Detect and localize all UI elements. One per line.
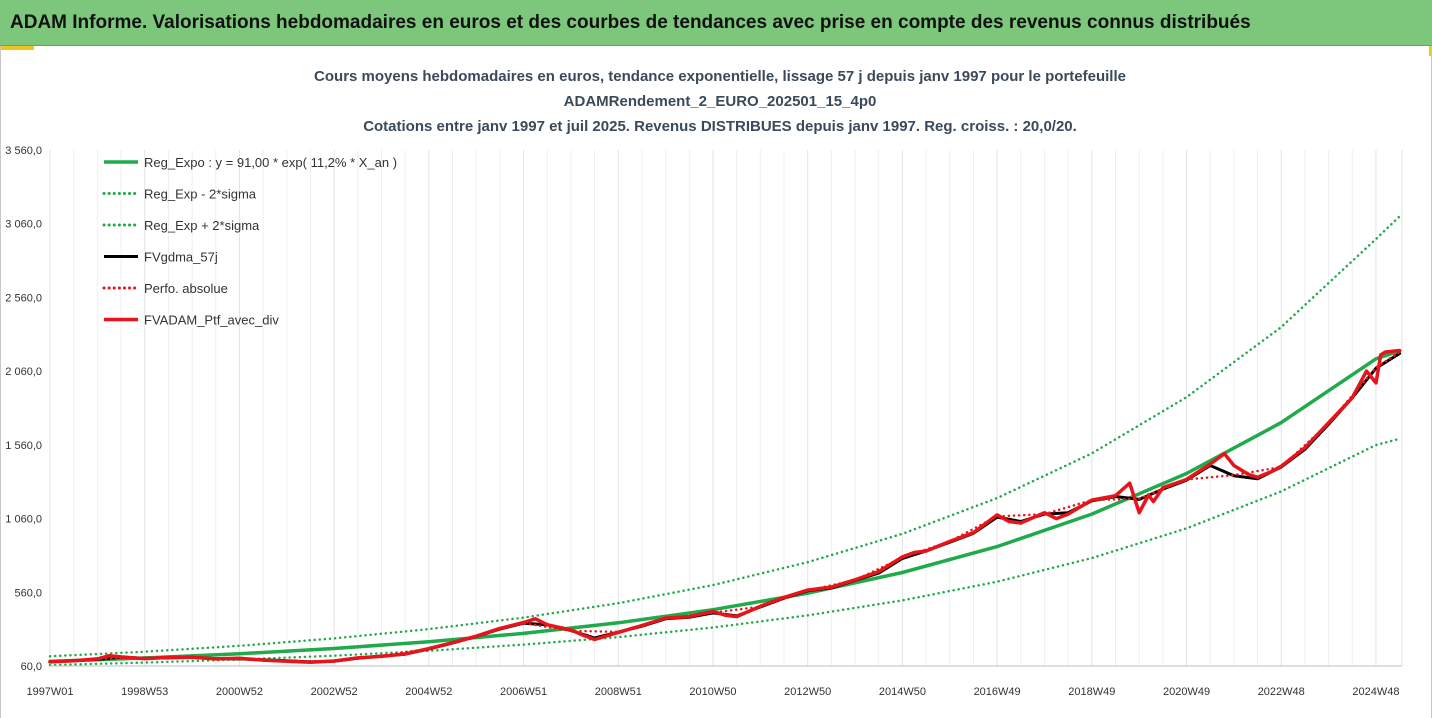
y-axis-ticks: 60,0 560,0 1 060,0 1 560,0 2 060,0 2 560,0 3 0…: [5, 145, 42, 673]
x-tick-label: 2020W49: [1163, 686, 1210, 698]
legend-label-3: FVgdma_57j: [144, 250, 218, 265]
chart-legend: Reg_Expo : y = 91,00 * exp( 11,2% * X_an…: [102, 155, 397, 328]
series-line-0: [48, 349, 1402, 664]
x-tick-label: 2018W49: [1068, 686, 1115, 698]
series-line-1: [48, 437, 1401, 667]
chart-title-line-1: Cours moyens hebdomadaires en euros, ten…: [314, 68, 1126, 85]
legend-label-4: Perfo. absolue: [144, 281, 228, 296]
x-tick-label: 2022W48: [1258, 686, 1305, 698]
y-tick-label: 2 560,0: [5, 292, 42, 304]
x-tick-label: 2000W52: [216, 686, 263, 698]
x-tick-label: 2006W51: [500, 686, 547, 698]
y-tick-label: 1 060,0: [5, 514, 42, 526]
x-tick-label: 2014W50: [879, 686, 926, 698]
x-tick-label: 2016W49: [974, 686, 1021, 698]
chart-grid: [49, 150, 1403, 666]
chart-title-line-2: ADAMRendement_2_EURO_202501_15_4p0: [564, 93, 877, 110]
x-tick-label: 2010W50: [689, 686, 736, 698]
y-tick-label: 1 560,0: [5, 440, 42, 452]
x-tick-label: 2012W50: [784, 686, 831, 698]
legend-label-0: Reg_Expo : y = 91,00 * exp( 11,2% * X_an…: [144, 155, 397, 170]
x-axis-ticks: 1997W01 1998W53 2000W52 2002W52 2004W52 2006W…: [26, 686, 1399, 698]
y-tick-label: 3 060,0: [5, 219, 42, 231]
accent-bar-right: [1429, 46, 1432, 56]
x-tick-label: 1998W53: [121, 686, 168, 698]
x-tick-label: 2024W48: [1352, 686, 1399, 698]
x-tick-label: 2008W51: [595, 686, 642, 698]
chart-title-line-3: Cotations entre janv 1997 et juil 2025. …: [363, 118, 1077, 135]
y-tick-label: 2 060,0: [5, 366, 42, 378]
report-banner: ADAM Informe. Valorisations hebdomadaire…: [0, 0, 1432, 46]
legend-label-5: FVADAM_Ptf_avec_div: [144, 313, 279, 328]
legend-label-1: Reg_Exp - 2*sigma: [144, 187, 257, 202]
report-title: ADAM Informe. Valorisations hebdomadaire…: [10, 12, 1251, 33]
chart-series: [48, 215, 1402, 667]
y-tick-label: 60,0: [21, 661, 42, 673]
accent-bar-left: [0, 46, 34, 50]
series-line-5: [48, 348, 1402, 665]
y-tick-label: 560,0: [14, 587, 42, 599]
legend-label-2: Reg_Exp + 2*sigma: [144, 218, 260, 233]
x-tick-label: 2002W52: [311, 686, 358, 698]
series-line-2: [48, 215, 1401, 658]
series-line-4: [48, 350, 1401, 663]
x-tick-label: 1997W01: [26, 686, 73, 698]
y-tick-label: 3 560,0: [5, 145, 42, 157]
x-tick-label: 2004W52: [405, 686, 452, 698]
